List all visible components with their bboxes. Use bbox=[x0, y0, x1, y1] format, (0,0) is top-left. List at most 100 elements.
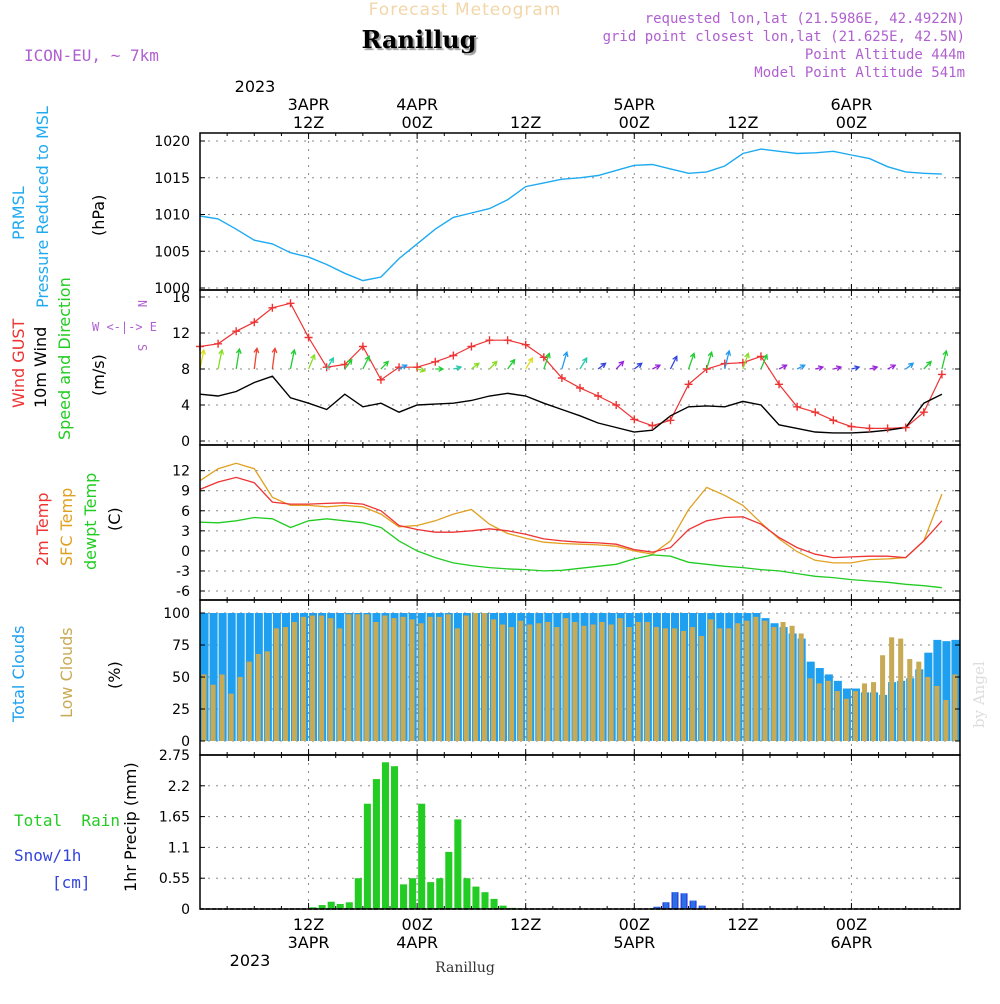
low-cloud-bar bbox=[861, 683, 868, 741]
gust-marker bbox=[467, 342, 476, 351]
gust-marker bbox=[937, 370, 946, 379]
snow-bar bbox=[672, 892, 678, 909]
low-cloud-bar bbox=[599, 621, 605, 741]
low-cloud-bar bbox=[843, 698, 849, 741]
wind-direction-arrow bbox=[398, 364, 408, 370]
wind-direction-arrow bbox=[887, 364, 897, 370]
compass-s: S bbox=[135, 344, 149, 351]
low-cloud-bar bbox=[427, 616, 433, 741]
low-cloud-bar bbox=[310, 615, 316, 741]
compass-we: W <-|-> E bbox=[92, 320, 157, 334]
wind-direction-arrow bbox=[543, 352, 551, 370]
gust-marker bbox=[286, 299, 295, 308]
low-cloud-bar bbox=[671, 628, 678, 741]
compass-n: N bbox=[135, 300, 149, 307]
wind-direction-arrow bbox=[289, 348, 297, 370]
footer-station: Ranillug bbox=[435, 960, 495, 976]
y-tick-label: 0 bbox=[181, 434, 190, 450]
gridpoint-location: grid point closest lon,lat (21.625E, 42.… bbox=[603, 29, 965, 45]
low-cloud-bar bbox=[771, 627, 777, 741]
model-label: ICON-EU, ~ 7km bbox=[24, 46, 159, 65]
gust-marker bbox=[539, 353, 548, 362]
wind-direction-arrow bbox=[471, 362, 480, 370]
low-cloud-bar bbox=[418, 623, 424, 741]
low-cloud-bar bbox=[481, 613, 488, 741]
gust-marker bbox=[557, 374, 566, 382]
gust-marker bbox=[431, 357, 440, 366]
top-time-label: 12Z bbox=[727, 113, 758, 132]
low-cloud-bar bbox=[898, 638, 904, 741]
low-cloud-bar bbox=[472, 613, 478, 741]
low-cloud-bar bbox=[518, 620, 524, 741]
wind-direction-arrow bbox=[869, 365, 879, 371]
low-cloud-bar bbox=[210, 684, 216, 741]
gust-marker bbox=[268, 303, 277, 312]
y-tick-label: 3 bbox=[181, 524, 190, 540]
wind-direction-arrow bbox=[525, 356, 534, 370]
low-cloud-bar bbox=[246, 661, 252, 741]
low-cloud-bar bbox=[572, 621, 578, 741]
wind-direction-arrow bbox=[380, 360, 390, 370]
wind-label: 10m Wind bbox=[31, 327, 50, 408]
y-tick-label: 12 bbox=[172, 464, 190, 480]
pressure-line bbox=[199, 148, 942, 282]
product-title: Forecast Meteogram bbox=[369, 0, 562, 20]
panel-frame bbox=[199, 444, 961, 601]
low-cloud-bar bbox=[690, 627, 696, 741]
y-tick-label: 0 bbox=[181, 544, 190, 560]
low-cloud-bar bbox=[880, 655, 886, 741]
y-tick-label: 1020 bbox=[154, 134, 190, 150]
precip-bar bbox=[472, 886, 480, 909]
top-time-label: 4APR bbox=[396, 95, 438, 114]
marks-layer bbox=[196, 148, 960, 910]
low-cloud-bar bbox=[282, 627, 288, 741]
top-time-label: 12Z bbox=[510, 113, 541, 132]
gust-marker bbox=[720, 359, 729, 368]
wind-unit: (m/s) bbox=[89, 354, 108, 396]
gust-line bbox=[199, 302, 943, 429]
precip-bar bbox=[490, 898, 498, 909]
gust-marker bbox=[503, 336, 512, 345]
precip-bar bbox=[445, 851, 453, 909]
precip-bar bbox=[454, 819, 462, 909]
low-cloud-bar bbox=[264, 651, 270, 741]
gust-marker bbox=[612, 401, 621, 409]
precip-bar bbox=[363, 803, 371, 909]
precip-bar bbox=[327, 901, 335, 909]
precip-bar bbox=[481, 892, 489, 909]
low-cloud-bar bbox=[834, 691, 840, 741]
low-cloud-bar bbox=[871, 682, 877, 741]
low-cloud-bar bbox=[545, 621, 551, 741]
gust-marker bbox=[358, 342, 367, 351]
y-tick-label: 25 bbox=[172, 702, 190, 718]
total-cloud-bar bbox=[227, 613, 236, 741]
low-cloud-bar bbox=[798, 633, 804, 741]
low-cloud-bar bbox=[337, 628, 343, 741]
gust-marker bbox=[883, 424, 892, 433]
top-time-label: 00Z bbox=[401, 113, 432, 132]
gust-marker bbox=[901, 423, 910, 432]
low-cloud-bar bbox=[355, 614, 361, 741]
precip-bar bbox=[436, 878, 444, 909]
wind-direction-arrow bbox=[416, 367, 427, 373]
y-tick-label: 1015 bbox=[154, 171, 190, 187]
low-cloud-bar bbox=[255, 653, 261, 741]
wind-direction-arrow bbox=[742, 352, 750, 370]
gust-marker bbox=[793, 402, 802, 411]
low-cloud-bar bbox=[436, 616, 442, 741]
top-time-label: 5APR bbox=[613, 95, 655, 114]
top-time-label: 00Z bbox=[619, 113, 650, 132]
low-cloud-bar bbox=[726, 628, 732, 741]
low-cloud-bar bbox=[753, 616, 759, 741]
low-clouds-label: Low Clouds bbox=[57, 627, 76, 718]
wind-direction-arrow bbox=[362, 355, 370, 370]
gust-marker bbox=[630, 415, 639, 424]
low-cloud-bar bbox=[382, 615, 388, 741]
low-cloud-bar bbox=[644, 621, 650, 741]
wind-direction-arrow bbox=[435, 366, 445, 372]
low-cloud-bar bbox=[364, 614, 370, 741]
gust-marker bbox=[919, 408, 928, 417]
gust-marker bbox=[521, 340, 530, 349]
sfc-temp-line bbox=[199, 462, 943, 564]
low-cloud-bar bbox=[590, 624, 596, 741]
